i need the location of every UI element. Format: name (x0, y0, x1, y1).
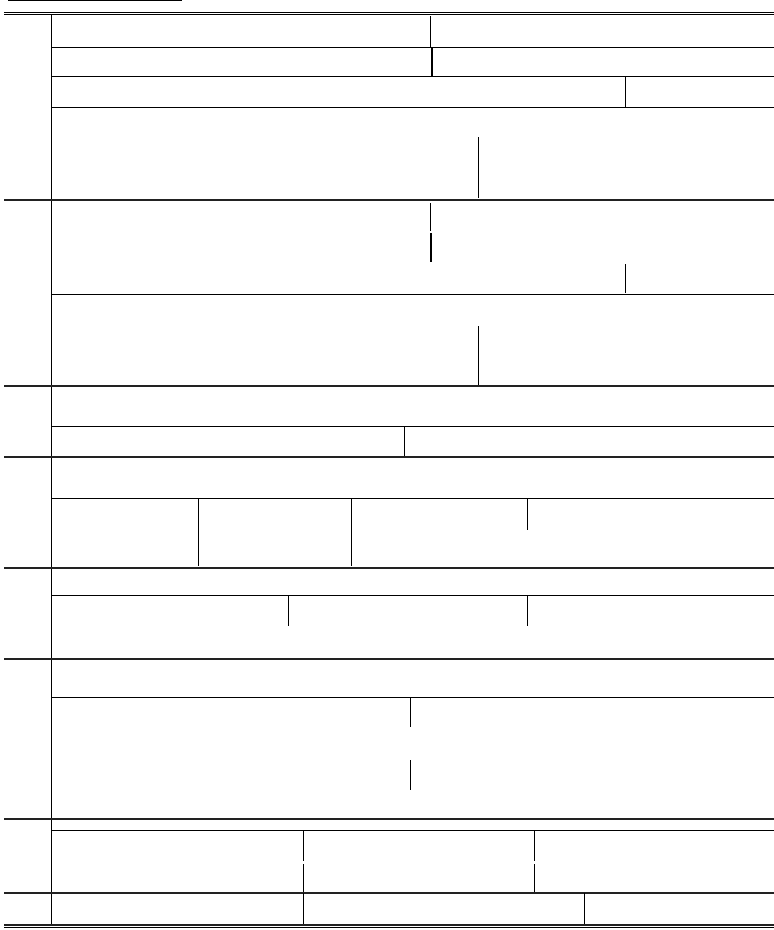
field-row-line (51, 498, 774, 499)
field-row-line (51, 294, 774, 295)
field-separator (478, 137, 479, 198)
field-separator (410, 697, 411, 727)
field-separator (625, 76, 626, 107)
field-row-line (51, 830, 774, 831)
field-separator (303, 893, 304, 924)
bottom-rule (4, 924, 774, 926)
section-divider (4, 199, 774, 201)
header-double-rule (4, 12, 774, 13)
section-divider (4, 456, 774, 458)
field-separator (198, 498, 199, 566)
bottom-rule (4, 927, 774, 928)
field-row-line (51, 697, 774, 698)
field-separator (527, 596, 528, 626)
field-separator (303, 864, 304, 892)
field-separator (430, 203, 431, 231)
field-separator (534, 831, 535, 861)
field-separator (410, 760, 411, 790)
field-separator (527, 499, 528, 530)
section-divider (4, 567, 774, 569)
field-row-line (51, 426, 774, 427)
field-separator (430, 233, 432, 262)
section-divider (4, 385, 774, 387)
field-separator (625, 264, 626, 293)
field-separator (404, 426, 405, 456)
field-row-line (51, 107, 774, 108)
field-separator (478, 326, 479, 385)
section-divider (4, 658, 774, 660)
field-separator (534, 864, 535, 892)
field-separator (430, 16, 431, 47)
field-separator (584, 893, 585, 924)
field-row-line (51, 76, 774, 77)
left-margin-rule (51, 14, 52, 926)
field-separator (303, 831, 304, 861)
field-row-line (51, 47, 774, 48)
field-separator (288, 596, 289, 626)
section-divider (4, 892, 774, 894)
field-separator (351, 498, 352, 566)
header-double-rule (4, 14, 774, 15)
field-row-line (51, 595, 774, 596)
field-separator (431, 47, 433, 76)
top-rule (8, 0, 182, 1)
section-divider (4, 818, 774, 820)
